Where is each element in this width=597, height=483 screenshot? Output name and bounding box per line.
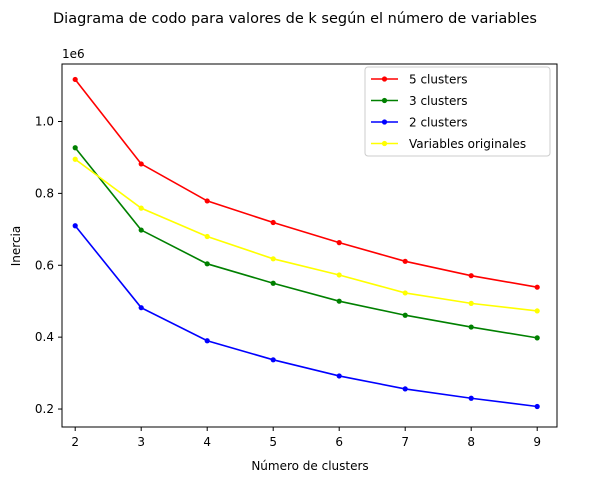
data-point <box>270 256 276 262</box>
x-axis: 2 3 4 5 6 7 8 9 <box>71 427 541 449</box>
legend-label: 3 clusters <box>409 94 468 108</box>
legend-marker <box>381 76 388 82</box>
legend-label: Variables originales <box>409 137 526 151</box>
series-layer <box>72 76 540 410</box>
series-line-1 <box>74 78 538 288</box>
data-point <box>204 233 210 240</box>
data-point <box>402 386 408 392</box>
data-point <box>402 312 408 318</box>
x-tick-label: 9 <box>533 435 541 449</box>
y-tick-label: 0.6 <box>35 258 54 272</box>
data-point <box>534 284 540 290</box>
legend-marker <box>381 140 388 147</box>
data-point <box>336 240 342 246</box>
x-tick-label: 4 <box>203 435 211 449</box>
plot-area <box>61 63 558 428</box>
data-point <box>468 395 474 401</box>
data-point <box>72 76 78 83</box>
x-tick-label: 3 <box>137 435 145 449</box>
data-point <box>534 403 540 410</box>
y-offset-label: 1e6 <box>62 47 85 61</box>
data-point <box>468 273 474 279</box>
data-point <box>270 357 276 363</box>
series-line-2 <box>74 147 538 339</box>
chart-title: Diagrama de codo para valores de k según… <box>53 11 537 27</box>
y-axis: 0.2 0.4 0.6 0.8 1.0 <box>35 115 62 416</box>
data-point <box>534 308 540 314</box>
y-axis-label: Inercia <box>9 226 23 266</box>
data-point <box>402 258 408 264</box>
legend-marker <box>381 119 388 125</box>
x-axis-label: Número de clusters <box>251 459 368 473</box>
x-tick-label: 5 <box>269 435 277 449</box>
x-tick-label: 7 <box>401 435 409 449</box>
data-point <box>270 280 276 286</box>
legend: 5 clusters 3 clusters 2 clusters Variables … <box>364 66 551 157</box>
data-point <box>138 227 144 233</box>
data-point <box>336 272 342 278</box>
y-tick-label: 0.4 <box>35 330 54 344</box>
data-point <box>204 338 210 344</box>
y-tick-label: 1.0 <box>35 115 54 129</box>
data-point <box>336 298 342 304</box>
x-tick-label: 8 <box>467 435 475 449</box>
legend-label: 5 clusters <box>409 73 468 87</box>
data-point <box>336 373 342 379</box>
x-tick-label: 6 <box>335 435 343 449</box>
data-point <box>72 223 78 229</box>
legend-box <box>364 66 551 157</box>
data-point <box>534 335 540 341</box>
data-point <box>138 205 144 211</box>
data-point <box>468 300 474 306</box>
data-point <box>204 261 210 267</box>
legend-marker <box>381 97 388 104</box>
y-tick-label: 0.2 <box>35 402 54 416</box>
legend-label: 2 clusters <box>409 116 468 130</box>
data-point <box>72 156 78 162</box>
series-line-4 <box>74 158 538 312</box>
y-tick-label: 0.8 <box>35 186 54 200</box>
data-point <box>138 161 144 167</box>
data-point <box>402 290 408 296</box>
data-point <box>270 219 276 226</box>
series-line-3 <box>74 225 538 408</box>
data-point <box>468 324 474 330</box>
data-point <box>204 198 210 204</box>
data-point <box>72 145 78 151</box>
data-point <box>138 305 144 311</box>
x-tick-label: 2 <box>71 435 79 449</box>
